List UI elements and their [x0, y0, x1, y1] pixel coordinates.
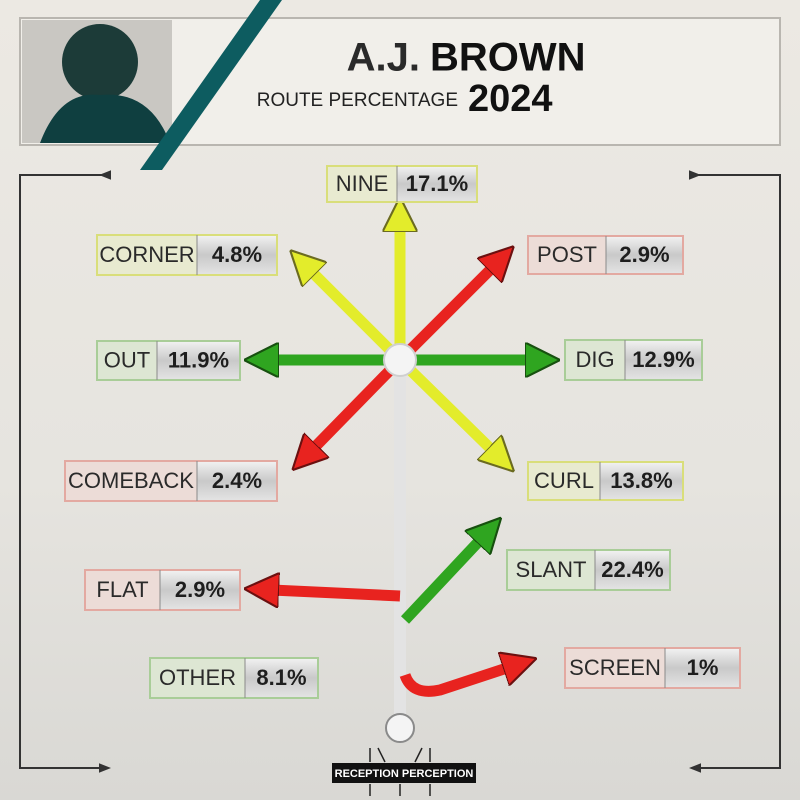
label-value-cell: [600, 462, 683, 500]
label-name-cell: [97, 235, 197, 275]
route-name: FLAT: [96, 577, 148, 602]
label-border: [149, 657, 319, 699]
route-label: NINE 17.1%: [326, 165, 478, 203]
route-origin: [383, 343, 417, 377]
route-corner: [310, 270, 404, 364]
stripe: [140, 0, 282, 170]
label-border: [527, 461, 684, 501]
name-last: BROWN: [430, 36, 586, 80]
logo-box: [332, 763, 476, 783]
route-label: FLAT 2.9%: [84, 569, 241, 611]
route-label: CORNER 4.8%: [96, 234, 278, 276]
route-name: CURL: [534, 468, 594, 493]
label-name-cell: [327, 166, 397, 202]
route-name: SCREEN: [569, 655, 661, 680]
route-value: 11.9%: [168, 347, 229, 372]
route-name: NINE: [336, 171, 389, 196]
route-labels: NINE 17.1% CORNER 4.8% POST 2.9% OUT 11.9% DIG 12…: [64, 165, 741, 699]
label-name-cell: [150, 658, 245, 698]
logo-lines: [369, 747, 431, 796]
route-label: POST 2.9%: [527, 235, 684, 275]
label-name-cell: [565, 340, 625, 380]
route-name: POST: [537, 242, 597, 267]
jersey: [40, 94, 170, 143]
route-label: OUT 11.9%: [96, 340, 241, 381]
label-value-cell: [606, 236, 683, 274]
route-name: SLANT: [516, 557, 587, 582]
label-name-cell: [65, 461, 197, 501]
route-name: CORNER: [99, 242, 194, 267]
label-name-cell: [97, 341, 157, 380]
route-name: COMEBACK: [68, 468, 194, 493]
route-value: 17.1%: [406, 171, 468, 196]
label-name-cell: [85, 570, 160, 610]
label-value-cell: [665, 648, 740, 688]
route-value: 1%: [687, 655, 719, 680]
label-value-cell: [625, 340, 702, 380]
route-comeback: [312, 356, 404, 450]
name-first: A.J.: [347, 36, 420, 80]
route-label: SCREEN 1%: [564, 647, 741, 689]
route-value: 8.1%: [256, 665, 306, 690]
footer-logo: RECEPTION PERCEPTION: [332, 747, 476, 796]
label-name-cell: [565, 648, 665, 688]
label-name-cell: [528, 462, 600, 500]
route-label: DIG 12.9%: [564, 339, 703, 381]
route-label: CURL 13.8%: [527, 461, 684, 501]
route-slant: [400, 538, 482, 624]
route-value: 2.4%: [212, 468, 262, 493]
label-name-cell: [507, 550, 595, 590]
label-border: [506, 549, 671, 591]
label-value-cell: [157, 341, 240, 380]
label-border: [564, 647, 741, 689]
label-border: [326, 165, 478, 203]
route-label: SLANT 22.4%: [506, 549, 671, 591]
helmet: [62, 24, 138, 100]
label-border: [64, 460, 278, 502]
right-bracket: [689, 170, 781, 773]
route-value: 22.4%: [601, 557, 663, 582]
year: 2024: [468, 78, 553, 120]
route-value: 2.9%: [175, 577, 225, 602]
route-screen: [399, 667, 510, 697]
label-value-cell: [160, 570, 240, 610]
route-value: 4.8%: [212, 242, 262, 267]
route-name: OTHER: [159, 665, 236, 690]
route-value: 13.8%: [610, 468, 672, 493]
label-value-cell: [245, 658, 318, 698]
label-border: [84, 569, 241, 611]
route-flat: [272, 590, 401, 596]
route-start: [385, 713, 415, 743]
label-value-cell: [197, 235, 277, 275]
label-border: [564, 339, 703, 381]
route-value: 2.9%: [619, 242, 669, 267]
route-label: COMEBACK 2.4%: [64, 460, 278, 502]
route-name: OUT: [104, 347, 150, 372]
route-curl: [396, 356, 494, 452]
label-value-cell: [197, 461, 277, 501]
subtitle: ROUTE PERCENTAGE: [257, 90, 458, 111]
route-value: 12.9%: [632, 347, 694, 372]
logo-text: RECEPTION PERCEPTION: [335, 768, 474, 780]
label-border: [96, 340, 241, 381]
label-border: [96, 234, 278, 276]
route-label: OTHER 8.1%: [149, 657, 319, 699]
route-name: DIG: [575, 347, 614, 372]
route-post: [396, 266, 494, 364]
left-bracket: [19, 170, 111, 773]
label-name-cell: [528, 236, 606, 274]
label-value-cell: [595, 550, 670, 590]
route-tree: [272, 225, 532, 743]
label-value-cell: [397, 166, 477, 202]
